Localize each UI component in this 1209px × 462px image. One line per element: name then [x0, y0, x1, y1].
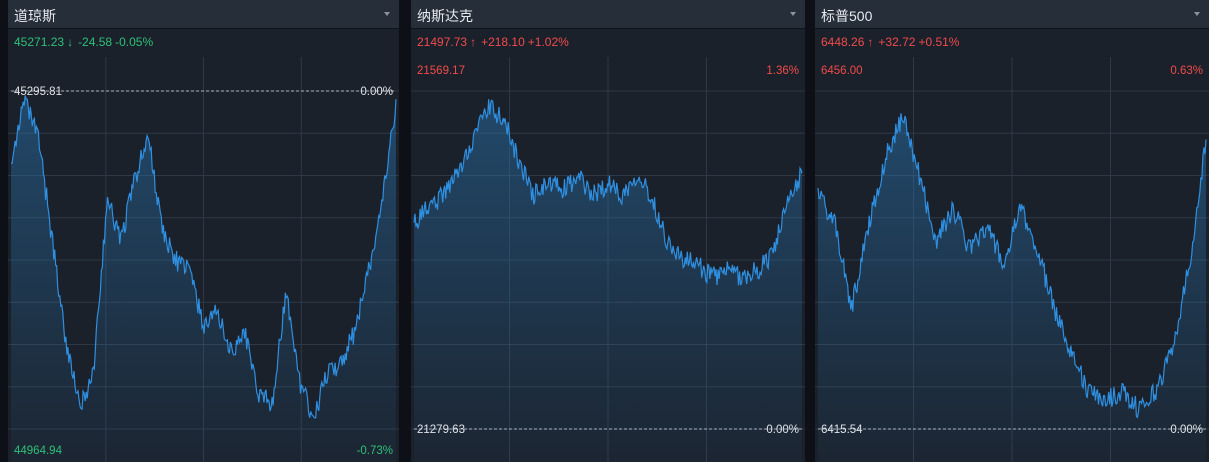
- price-line: [413, 99, 803, 286]
- panel-header[interactable]: 标普500: [815, 0, 1209, 29]
- low-percent-label: 0.00%: [1170, 424, 1203, 436]
- dropdown-arrow-icon[interactable]: [790, 12, 796, 16]
- high-price-label: 21569.17: [417, 65, 465, 77]
- price-area: [414, 99, 802, 462]
- index-change-percent: +0.51%: [918, 35, 960, 49]
- high-price-label: 45295.81: [14, 86, 62, 98]
- intraday-chart[interactable]: 21569.17 1.36% 21279.63 0.00%: [411, 57, 805, 462]
- low-percent-label: 0.00%: [766, 424, 799, 436]
- price-area: [818, 113, 1206, 462]
- high-percent-label: 0.00%: [360, 86, 393, 98]
- quote-line: 45271.23 ↓ -24.58 -0.05%: [14, 35, 156, 49]
- index-title: 纳斯达克: [417, 8, 473, 24]
- price-line: [817, 113, 1207, 419]
- index-price: 45271.23: [14, 35, 65, 49]
- arrow-down-icon: ↓: [67, 35, 74, 49]
- low-price-label: 6415.54: [821, 424, 863, 436]
- low-percent-label: -0.73%: [357, 445, 393, 457]
- quote-line: 6448.26 ↑ +32.72 +0.51%: [821, 35, 962, 49]
- panel-sp500: 标普500 6448.26 ↑ +32.72 +0.51% 6456.00 0.63%…: [815, 0, 1209, 462]
- dropdown-arrow-icon[interactable]: [1194, 12, 1200, 16]
- high-price-label: 6456.00: [821, 65, 863, 77]
- arrow-up-icon: ↑: [470, 35, 477, 49]
- price-area: [11, 95, 396, 462]
- panel-header[interactable]: 道琼斯: [8, 0, 399, 29]
- index-price: 6448.26: [821, 35, 865, 49]
- high-percent-label: 0.63%: [1170, 65, 1203, 77]
- index-change: +32.72: [878, 35, 916, 49]
- index-change: +218.10: [481, 35, 525, 49]
- high-percent-label: 1.36%: [766, 65, 799, 77]
- panel-dow-jones: 道琼斯 45271.23 ↓ -24.58 -0.05% 45295.81 0.00%…: [8, 0, 399, 462]
- arrow-up-icon: ↑: [867, 35, 874, 49]
- index-change-percent: -0.05%: [115, 35, 154, 49]
- low-price-label: 44964.94: [14, 445, 63, 457]
- index-change: -24.58: [78, 35, 113, 49]
- index-title: 标普500: [821, 8, 873, 24]
- intraday-chart[interactable]: 6456.00 0.63% 6415.54 0.00%: [815, 57, 1209, 462]
- dropdown-arrow-icon[interactable]: [384, 12, 390, 16]
- index-title: 道琼斯: [14, 8, 56, 24]
- price-line: [11, 95, 397, 419]
- index-price: 21497.73: [417, 35, 468, 49]
- panel-nasdaq: 纳斯达克 21497.73 ↑ +218.10 +1.02% 21569.17 1.3…: [411, 0, 805, 462]
- intraday-chart[interactable]: 45295.81 0.00% 44964.94 -0.73%: [8, 57, 399, 462]
- quote-line: 21497.73 ↑ +218.10 +1.02%: [417, 35, 572, 49]
- low-price-label: 21279.63: [417, 424, 465, 436]
- panel-header[interactable]: 纳斯达克: [411, 0, 805, 29]
- index-change-percent: +1.02%: [527, 35, 569, 49]
